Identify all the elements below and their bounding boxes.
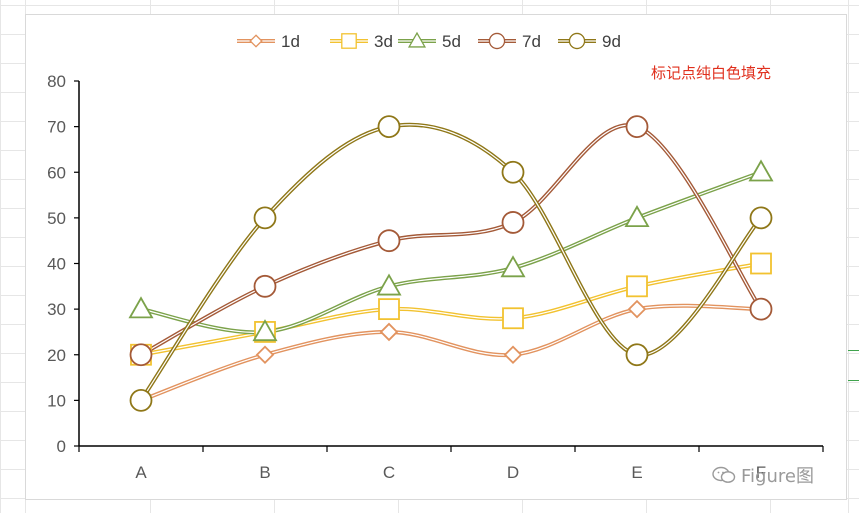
chart-legend: 1d 3d 5d 7d 9d: [237, 31, 621, 51]
legend-label-9d: 9d: [602, 32, 621, 51]
selection-mark-upper: [848, 350, 859, 351]
legend-marker-9d: [568, 32, 586, 50]
data-point-7d: [501, 211, 525, 234]
series-line-inner-7d: [140, 124, 762, 356]
y-tick-label: 50: [47, 209, 66, 228]
y-tick-label: 30: [47, 300, 66, 319]
legend-entry-1d[interactable]: 1d: [237, 32, 300, 51]
legend-label-1d: 1d: [281, 32, 300, 51]
x-tick-label: F: [756, 463, 766, 482]
selection-mark-lower: [848, 380, 859, 381]
chart-axes: 0 10 20 30 40 50 60 70 80 A B C D E F: [47, 72, 824, 482]
legend-label-7d: 7d: [522, 32, 541, 51]
data-point-1d: [503, 345, 523, 365]
legend-entry-7d[interactable]: 7d: [478, 32, 541, 51]
data-point-9d: [129, 388, 153, 412]
data-point-5d: [624, 205, 650, 228]
x-tick-label: B: [259, 463, 270, 482]
data-point-7d: [129, 343, 153, 367]
legend-label-5d: 5d: [442, 32, 461, 51]
legend-entry-5d[interactable]: 5d: [398, 31, 461, 51]
legend-marker-3d: [341, 33, 357, 49]
data-point-7d: [749, 297, 773, 321]
wechat-icon: [712, 466, 736, 483]
y-tick-label: 40: [47, 255, 66, 274]
data-point-3d: [502, 307, 524, 330]
series-line-5d: [139, 170, 763, 335]
legend-marker-5d: [407, 31, 427, 48]
x-tick-label: C: [383, 463, 395, 482]
data-point-3d: [626, 275, 648, 298]
data-point-9d: [749, 206, 773, 230]
x-tick-label: E: [631, 463, 642, 482]
data-point-5d: [128, 296, 154, 319]
line-chart-plot: 1d 3d 5d 7d 9d 0 10 20 30 40 50 60 70 80 A B C D E F: [47, 31, 824, 482]
legend-marker-7d: [488, 32, 506, 50]
x-tick-label: A: [135, 463, 147, 482]
data-point-7d: [377, 229, 401, 253]
data-point-5d: [376, 273, 402, 296]
annotation-note: 标记点纯白色填充: [651, 64, 772, 82]
series-markers: [128, 115, 774, 412]
data-point-5d: [500, 255, 526, 278]
y-tick-label: 20: [47, 346, 66, 365]
data-point-7d: [253, 274, 277, 298]
data-point-1d: [627, 299, 647, 319]
series-line-7d: [139, 123, 763, 357]
legend-entry-3d[interactable]: 3d: [330, 32, 393, 51]
series-line-inner-3d: [140, 262, 762, 356]
series-line-inner-1d: [140, 305, 762, 401]
data-point-3d: [750, 252, 772, 275]
y-tick-label: 0: [57, 437, 66, 456]
legend-label-3d: 3d: [374, 32, 393, 51]
data-point-9d: [625, 343, 649, 367]
data-point-5d: [252, 319, 278, 342]
series-line-9d: [139, 122, 763, 403]
data-point-1d: [255, 345, 275, 365]
data-point-5d: [748, 159, 774, 182]
legend-marker-1d: [249, 34, 263, 48]
series-line-1d: [139, 303, 763, 403]
data-point-9d: [501, 160, 525, 184]
series-lines: [139, 122, 763, 403]
series-line-inner-5d: [140, 171, 762, 333]
y-tick-label: 10: [47, 391, 66, 410]
legend-entry-9d[interactable]: 9d: [558, 32, 621, 51]
y-tick-label: 60: [47, 163, 66, 182]
data-point-3d: [378, 298, 400, 321]
y-tick-label: 80: [47, 72, 66, 91]
y-tick-label: 70: [47, 118, 66, 137]
x-tick-label: D: [507, 463, 519, 482]
data-point-7d: [625, 115, 649, 139]
series-line-inner-9d: [140, 124, 762, 401]
data-point-9d: [253, 206, 277, 230]
watermark-text: Figure图: [741, 466, 814, 487]
chart-area[interactable]: 1d 3d 5d 7d 9d 0 10 20 30 40 50 60 70 80 A B C D E F: [25, 14, 847, 500]
data-point-9d: [377, 115, 401, 139]
data-point-1d: [379, 322, 399, 342]
watermark: Figure图: [712, 462, 814, 488]
